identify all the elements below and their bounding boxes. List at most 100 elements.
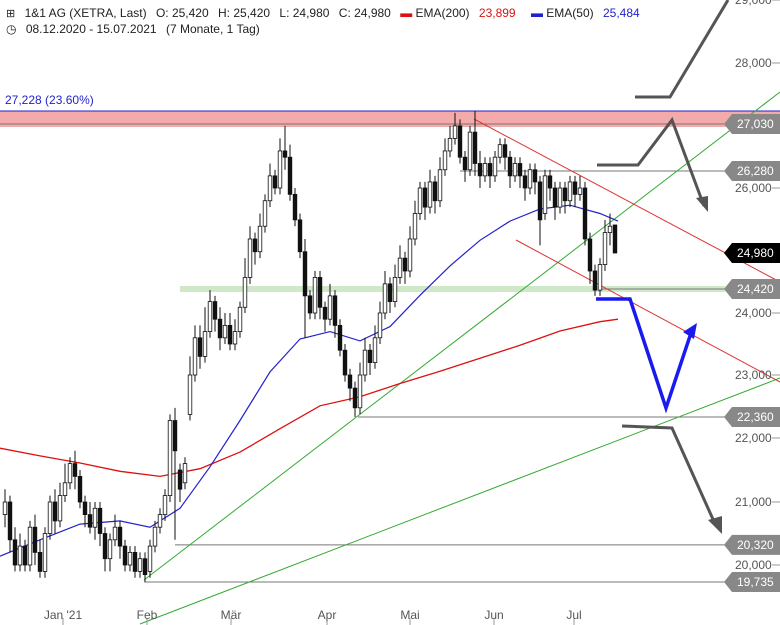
candle-body [497, 144, 503, 158]
candle [192, 325, 198, 382]
ema200-legend: ▬ EMA(200) 23,899 [400, 6, 516, 20]
candle [487, 157, 493, 188]
candle-body [392, 277, 398, 302]
candle [327, 283, 333, 326]
candle-body [362, 349, 368, 376]
candle [52, 489, 58, 534]
candle-body [7, 501, 13, 541]
candle-body [432, 181, 438, 202]
candle [117, 520, 123, 559]
candle-body [22, 545, 28, 566]
candle-body [192, 337, 198, 376]
candle-body [527, 169, 533, 189]
candle-body [212, 301, 218, 320]
candle-body [147, 545, 153, 572]
price-tag-bg [724, 534, 780, 555]
price-tag-label: 20,320 [737, 538, 774, 552]
candle-body [282, 150, 288, 158]
candle [172, 407, 178, 540]
candle [362, 337, 368, 382]
y-tick-label: 21,000 [735, 495, 772, 509]
candle-body [237, 306, 243, 332]
price-tag: 22,360 [724, 407, 780, 427]
candle [27, 520, 33, 572]
candle [62, 463, 68, 502]
high-value: H: 25,420 [218, 6, 271, 20]
candle-body [72, 463, 78, 477]
price-tag-label: 24,420 [737, 282, 774, 296]
candle-body [277, 150, 283, 189]
candle-body [442, 150, 448, 171]
candle-body [407, 238, 413, 272]
candle [597, 258, 603, 296]
candle [7, 495, 13, 553]
candle-body [222, 324, 228, 339]
candle-body [567, 181, 573, 202]
candle [557, 181, 563, 214]
price-tag-bg [724, 114, 780, 134]
price-tag-bg [724, 161, 780, 181]
candle [562, 181, 568, 214]
candle [587, 232, 593, 284]
y-tick-label: 28,000 [735, 56, 772, 70]
candle [237, 301, 243, 338]
price-tag-label: 22,360 [737, 410, 774, 424]
candle-body [82, 501, 88, 515]
candle-body [57, 495, 63, 522]
candle [262, 194, 268, 233]
candle [377, 301, 383, 344]
candle-body [157, 514, 163, 528]
candle [17, 533, 23, 572]
candle [137, 552, 143, 578]
period-text: (7 Monate, 1 Tag) [165, 22, 260, 36]
candle [32, 514, 38, 565]
uptrend-line-flat [139, 377, 780, 625]
candle [122, 539, 128, 572]
candle-body [2, 501, 8, 515]
candle [182, 457, 188, 490]
candle [462, 150, 468, 182]
price-tag: 20,320 [724, 534, 780, 555]
candle [72, 450, 78, 490]
candle-body [422, 187, 428, 208]
candle [162, 489, 168, 521]
candle-body [522, 175, 528, 189]
uptrend-line-steep [143, 91, 780, 581]
candle [497, 138, 503, 164]
candle [412, 200, 418, 246]
candle [467, 125, 473, 176]
x-tick-label: Feb [137, 608, 158, 622]
candle [437, 157, 443, 208]
candle [577, 175, 583, 201]
candle [257, 213, 263, 259]
x-tick-label: Apr [318, 608, 337, 622]
candle-body [577, 187, 583, 195]
clock-icon: ◷ [6, 22, 17, 36]
candle-body [142, 558, 148, 576]
candle-body [247, 238, 253, 278]
candle-body [367, 349, 373, 364]
candle [277, 138, 283, 195]
candle-body [252, 238, 258, 253]
level-lines [0, 123, 725, 583]
candle-body [592, 270, 598, 291]
open-value: O: 25,420 [155, 6, 209, 20]
candle-body [17, 545, 23, 566]
candle [307, 290, 313, 320]
candle [332, 290, 338, 338]
candle [247, 226, 253, 284]
candle [157, 508, 163, 534]
candle-body [612, 224, 618, 254]
candle-body [602, 232, 608, 265]
candle-body [152, 526, 158, 547]
candle [572, 175, 578, 208]
candle [207, 290, 213, 338]
candle [367, 344, 373, 375]
candle [2, 489, 8, 528]
candle [407, 226, 413, 278]
candle [532, 163, 538, 195]
candle-body [232, 331, 238, 345]
price-tag-bg [724, 243, 780, 263]
candle [337, 319, 343, 357]
